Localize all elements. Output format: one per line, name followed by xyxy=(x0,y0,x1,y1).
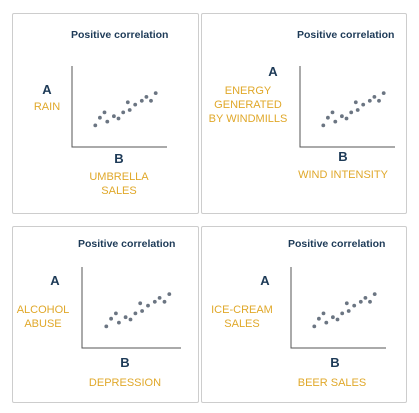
axis-lines xyxy=(300,66,395,147)
panel-1: Positive correlation A RAIN B UMBRELLA S… xyxy=(12,13,199,214)
x-axis-letter: B xyxy=(111,151,127,166)
scatter-point xyxy=(140,99,144,103)
y-axis-label: ENERGY GENERATED BY WINDMILLS xyxy=(204,84,292,126)
scatter-point xyxy=(158,296,162,300)
scatter-point xyxy=(126,100,130,104)
y-axis-letter: A xyxy=(257,273,273,288)
x-axis-letter: B xyxy=(117,355,133,370)
scatter-point xyxy=(317,317,321,321)
scatter-point xyxy=(124,315,128,319)
x-axis-letter: B xyxy=(335,149,351,164)
scatter-point xyxy=(154,91,158,95)
scatter-point xyxy=(121,111,125,115)
scatter-point xyxy=(382,91,386,95)
scatter-point xyxy=(145,95,149,99)
scatter-point xyxy=(149,99,153,103)
y-axis-label: RAIN xyxy=(19,100,75,114)
scatter-point xyxy=(373,292,377,296)
scatter-point xyxy=(117,117,121,121)
scatter-point xyxy=(146,304,150,308)
scatter-point xyxy=(153,300,157,304)
scatter-point xyxy=(368,300,372,304)
scatter-plot xyxy=(288,265,388,351)
scatter-point xyxy=(345,117,349,121)
scatter-point xyxy=(103,111,107,115)
scatter-point xyxy=(324,321,328,325)
y-axis-label: ALCOHOL ABUSE xyxy=(15,303,71,331)
scatter-point xyxy=(98,116,102,120)
scatter-point xyxy=(356,108,360,112)
scatter-plot xyxy=(79,265,183,351)
scatter-point xyxy=(163,300,167,304)
scatter-point xyxy=(361,103,365,107)
scatter-point xyxy=(331,315,335,319)
panel-3: Positive correlation A ALCOHOL ABUSE B D… xyxy=(12,226,199,403)
scatter-point xyxy=(373,95,377,99)
scatter-point xyxy=(340,312,344,316)
x-axis-label: UMBRELLA SALES xyxy=(69,170,169,198)
scatter-point xyxy=(109,317,113,321)
scatter-point xyxy=(326,116,330,120)
scatter-point xyxy=(312,325,316,329)
scatter-point xyxy=(349,111,353,115)
y-axis-label: ICE-CREAM SALES xyxy=(210,303,274,331)
scatter-point xyxy=(167,292,171,296)
scatter-point xyxy=(128,108,132,112)
x-axis-letter: B xyxy=(327,355,343,370)
panel-title: Positive correlation xyxy=(297,29,394,41)
scatter-point xyxy=(345,301,349,305)
y-axis-letter: A xyxy=(47,273,63,288)
axis-lines xyxy=(291,267,386,348)
scatter-point xyxy=(117,321,121,325)
panel-title: Positive correlation xyxy=(288,238,385,250)
scatter-point xyxy=(352,304,356,308)
y-axis-letter: A xyxy=(39,82,55,97)
scatter-point xyxy=(336,318,340,322)
scatter-point xyxy=(140,309,144,313)
scatter-point xyxy=(322,312,326,316)
scatter-plot xyxy=(297,64,397,150)
scatter-point xyxy=(129,318,133,322)
scatter-point xyxy=(321,124,325,128)
scatter-point xyxy=(347,309,351,313)
scatter-point xyxy=(333,120,337,124)
scatter-point xyxy=(354,100,358,104)
scatter-point xyxy=(114,312,118,316)
panel-2: Positive correlation A ENERGY GENERATED … xyxy=(201,13,407,214)
scatter-point xyxy=(331,111,335,115)
scatter-point xyxy=(105,120,109,124)
scatter-point xyxy=(340,114,344,118)
scatter-plot xyxy=(69,64,169,150)
scatter-point xyxy=(377,99,381,103)
panel-title: Positive correlation xyxy=(78,238,175,250)
scatter-point xyxy=(364,296,368,300)
panel-title: Positive correlation xyxy=(71,29,168,41)
scatter-point xyxy=(138,301,142,305)
scatter-point xyxy=(134,312,138,316)
scatter-point xyxy=(359,300,363,304)
axis-lines xyxy=(72,66,167,147)
x-axis-label: DEPRESSION xyxy=(75,376,175,390)
scatter-point xyxy=(104,325,108,329)
scatter-point xyxy=(368,99,372,103)
x-axis-label: WIND INTENSITY xyxy=(284,168,402,182)
scatter-point xyxy=(133,103,137,107)
scatter-point xyxy=(93,124,97,128)
panel-4: Positive correlation A ICE-CREAM SALES B… xyxy=(201,226,407,403)
x-axis-label: BEER SALES xyxy=(282,376,382,390)
y-axis-letter: A xyxy=(265,64,281,79)
axis-lines xyxy=(82,267,181,348)
scatter-point xyxy=(112,114,116,118)
